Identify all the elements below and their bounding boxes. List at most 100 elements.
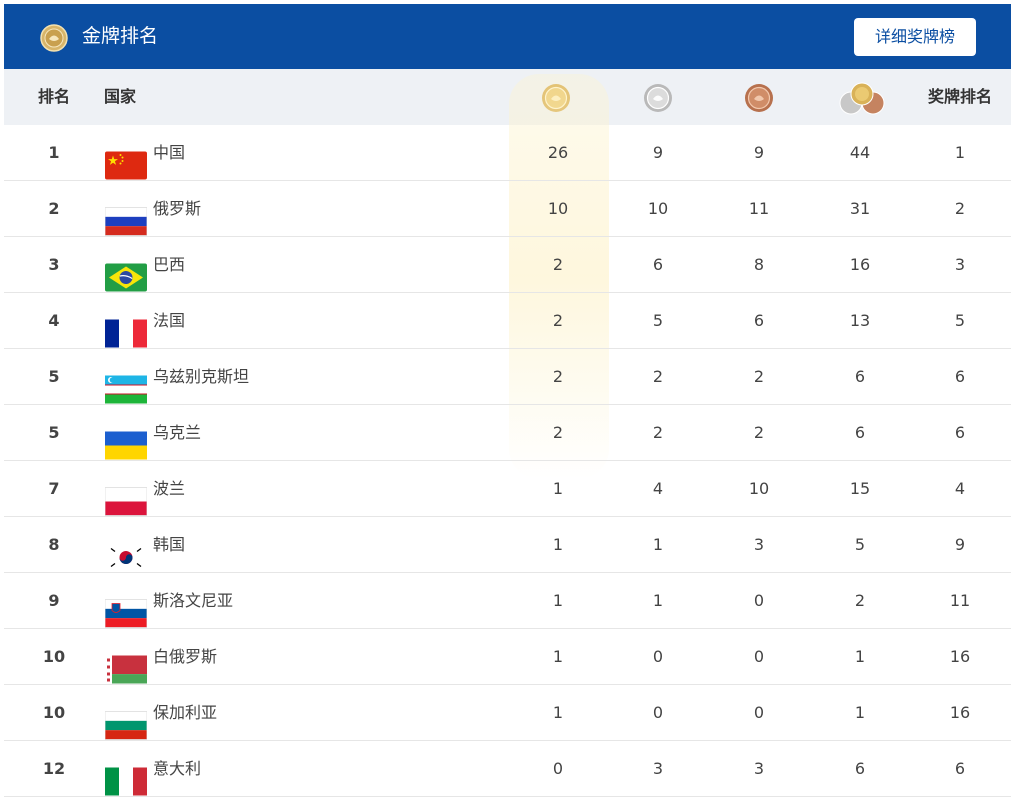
bronze-count: 2 xyxy=(753,367,765,386)
bronze-medal-icon[interactable] xyxy=(744,83,774,113)
medal-rank: 6 xyxy=(954,759,966,778)
table-column-header: 排名 国家 奖牌排名 xyxy=(4,69,1011,125)
gold-count: 10 xyxy=(547,199,569,218)
total-count: 31 xyxy=(849,199,871,218)
medal-rank: 16 xyxy=(949,647,971,666)
total-count: 2 xyxy=(854,591,866,610)
country-name[interactable]: 波兰 xyxy=(153,479,186,498)
bronze-count: 10 xyxy=(748,479,770,498)
rank-cell: 10 xyxy=(42,647,66,666)
silver-medal-icon[interactable] xyxy=(643,83,673,113)
table-row[interactable]: 1 中国 26 9 9 44 1 xyxy=(4,125,1011,181)
country-name[interactable]: 乌兹别克斯坦 xyxy=(153,367,250,386)
poland-flag-icon xyxy=(105,487,147,516)
medal-rank: 5 xyxy=(954,311,966,330)
gold-count: 0 xyxy=(552,759,564,778)
rank-cell: 3 xyxy=(48,255,60,274)
table-row[interactable]: 7 波兰 1 4 10 15 4 xyxy=(4,461,1011,517)
silver-count: 5 xyxy=(652,311,664,330)
table-row[interactable]: 2 俄罗斯 10 10 11 31 2 xyxy=(4,181,1011,237)
silver-count: 4 xyxy=(652,479,664,498)
country-name[interactable]: 巴西 xyxy=(153,255,186,274)
bronze-count: 9 xyxy=(753,143,765,162)
bronze-count: 0 xyxy=(753,591,765,610)
china-flag-icon xyxy=(105,151,147,180)
bronze-count: 0 xyxy=(753,703,765,722)
rank-cell: 2 xyxy=(48,199,60,218)
detailed-medal-table-button[interactable]: 详细奖牌榜 xyxy=(854,18,976,56)
gold-count: 2 xyxy=(552,423,564,442)
gold-count: 1 xyxy=(552,703,564,722)
table-row[interactable]: 3 巴西 2 6 8 16 3 xyxy=(4,237,1011,293)
table-row[interactable]: 12 意大利 0 3 3 6 6 xyxy=(4,741,1011,797)
silver-count: 2 xyxy=(652,367,664,386)
total-count: 44 xyxy=(849,143,871,162)
country-name[interactable]: 乌克兰 xyxy=(153,423,202,442)
medal-rank: 3 xyxy=(954,255,966,274)
bronze-count: 3 xyxy=(753,535,765,554)
total-count: 6 xyxy=(854,367,866,386)
table-row[interactable]: 8 韩国 1 1 3 5 9 xyxy=(4,517,1011,573)
silver-count: 6 xyxy=(652,255,664,274)
total-count: 16 xyxy=(849,255,871,274)
country-name[interactable]: 法国 xyxy=(153,311,186,330)
country-name[interactable]: 斯洛文尼亚 xyxy=(153,591,234,610)
silver-count: 0 xyxy=(652,703,664,722)
silver-count: 2 xyxy=(652,423,664,442)
country-name[interactable]: 中国 xyxy=(153,143,186,162)
rank-cell: 8 xyxy=(48,535,60,554)
rank-cell: 5 xyxy=(48,423,60,442)
gold-count: 2 xyxy=(552,367,564,386)
column-country-header[interactable]: 国家 xyxy=(104,87,137,106)
bronze-count: 6 xyxy=(753,311,765,330)
korea-flag-icon xyxy=(105,543,147,572)
country-name[interactable]: 意大利 xyxy=(153,759,202,778)
gold-column-highlight xyxy=(509,74,609,479)
medal-rank: 6 xyxy=(954,423,966,442)
total-count: 6 xyxy=(854,423,866,442)
table-row[interactable]: 4 法国 2 5 6 13 5 xyxy=(4,293,1011,349)
total-count: 5 xyxy=(854,535,866,554)
medal-rank: 2 xyxy=(954,199,966,218)
bronze-count: 0 xyxy=(753,647,765,666)
rank-cell: 12 xyxy=(42,759,66,778)
country-name[interactable]: 保加利亚 xyxy=(153,703,218,722)
rank-cell: 4 xyxy=(48,311,60,330)
gold-medal-logo-icon xyxy=(40,24,68,52)
brazil-flag-icon xyxy=(105,263,147,292)
silver-count: 3 xyxy=(652,759,664,778)
table-row[interactable]: 5 乌兹别克斯坦 2 2 2 6 6 xyxy=(4,349,1011,405)
bronze-count: 11 xyxy=(748,199,770,218)
table-row[interactable]: 10 白俄罗斯 1 0 0 1 16 xyxy=(4,629,1011,685)
medal-table-panel: 金牌排名 详细奖牌榜 排名 国家 奖牌排名 xyxy=(4,4,1011,799)
total-count: 1 xyxy=(854,647,866,666)
medal-rank: 4 xyxy=(954,479,966,498)
table-row[interactable]: 9 斯洛文尼亚 1 1 0 2 11 xyxy=(4,573,1011,629)
column-rank-header[interactable]: 排名 xyxy=(37,87,70,106)
gold-count: 1 xyxy=(552,647,564,666)
bronze-count: 8 xyxy=(753,255,765,274)
rank-cell: 5 xyxy=(48,367,60,386)
table-row[interactable]: 10 保加利亚 1 0 0 1 16 xyxy=(4,685,1011,741)
total-medals-icon[interactable] xyxy=(837,81,887,117)
france-flag-icon xyxy=(105,319,147,348)
medal-rank: 1 xyxy=(954,143,966,162)
medal-rank: 6 xyxy=(954,367,966,386)
bronze-count: 2 xyxy=(753,423,765,442)
total-count: 13 xyxy=(849,311,871,330)
slovenia-flag-icon xyxy=(105,599,147,628)
gold-count: 1 xyxy=(552,591,564,610)
country-name[interactable]: 韩国 xyxy=(153,535,186,554)
ukraine-flag-icon xyxy=(105,431,147,460)
country-name[interactable]: 白俄罗斯 xyxy=(153,647,218,666)
country-name[interactable]: 俄罗斯 xyxy=(153,199,202,218)
table-row[interactable]: 5 乌克兰 2 2 2 6 6 xyxy=(4,405,1011,461)
total-count: 1 xyxy=(854,703,866,722)
panel-title: 金牌排名 xyxy=(82,25,159,47)
russia-flag-icon xyxy=(105,207,147,236)
silver-count: 1 xyxy=(652,535,664,554)
column-medal-rank-header[interactable]: 奖牌排名 xyxy=(927,87,992,106)
total-count: 15 xyxy=(849,479,871,498)
gold-count: 2 xyxy=(552,311,564,330)
silver-count: 1 xyxy=(652,591,664,610)
